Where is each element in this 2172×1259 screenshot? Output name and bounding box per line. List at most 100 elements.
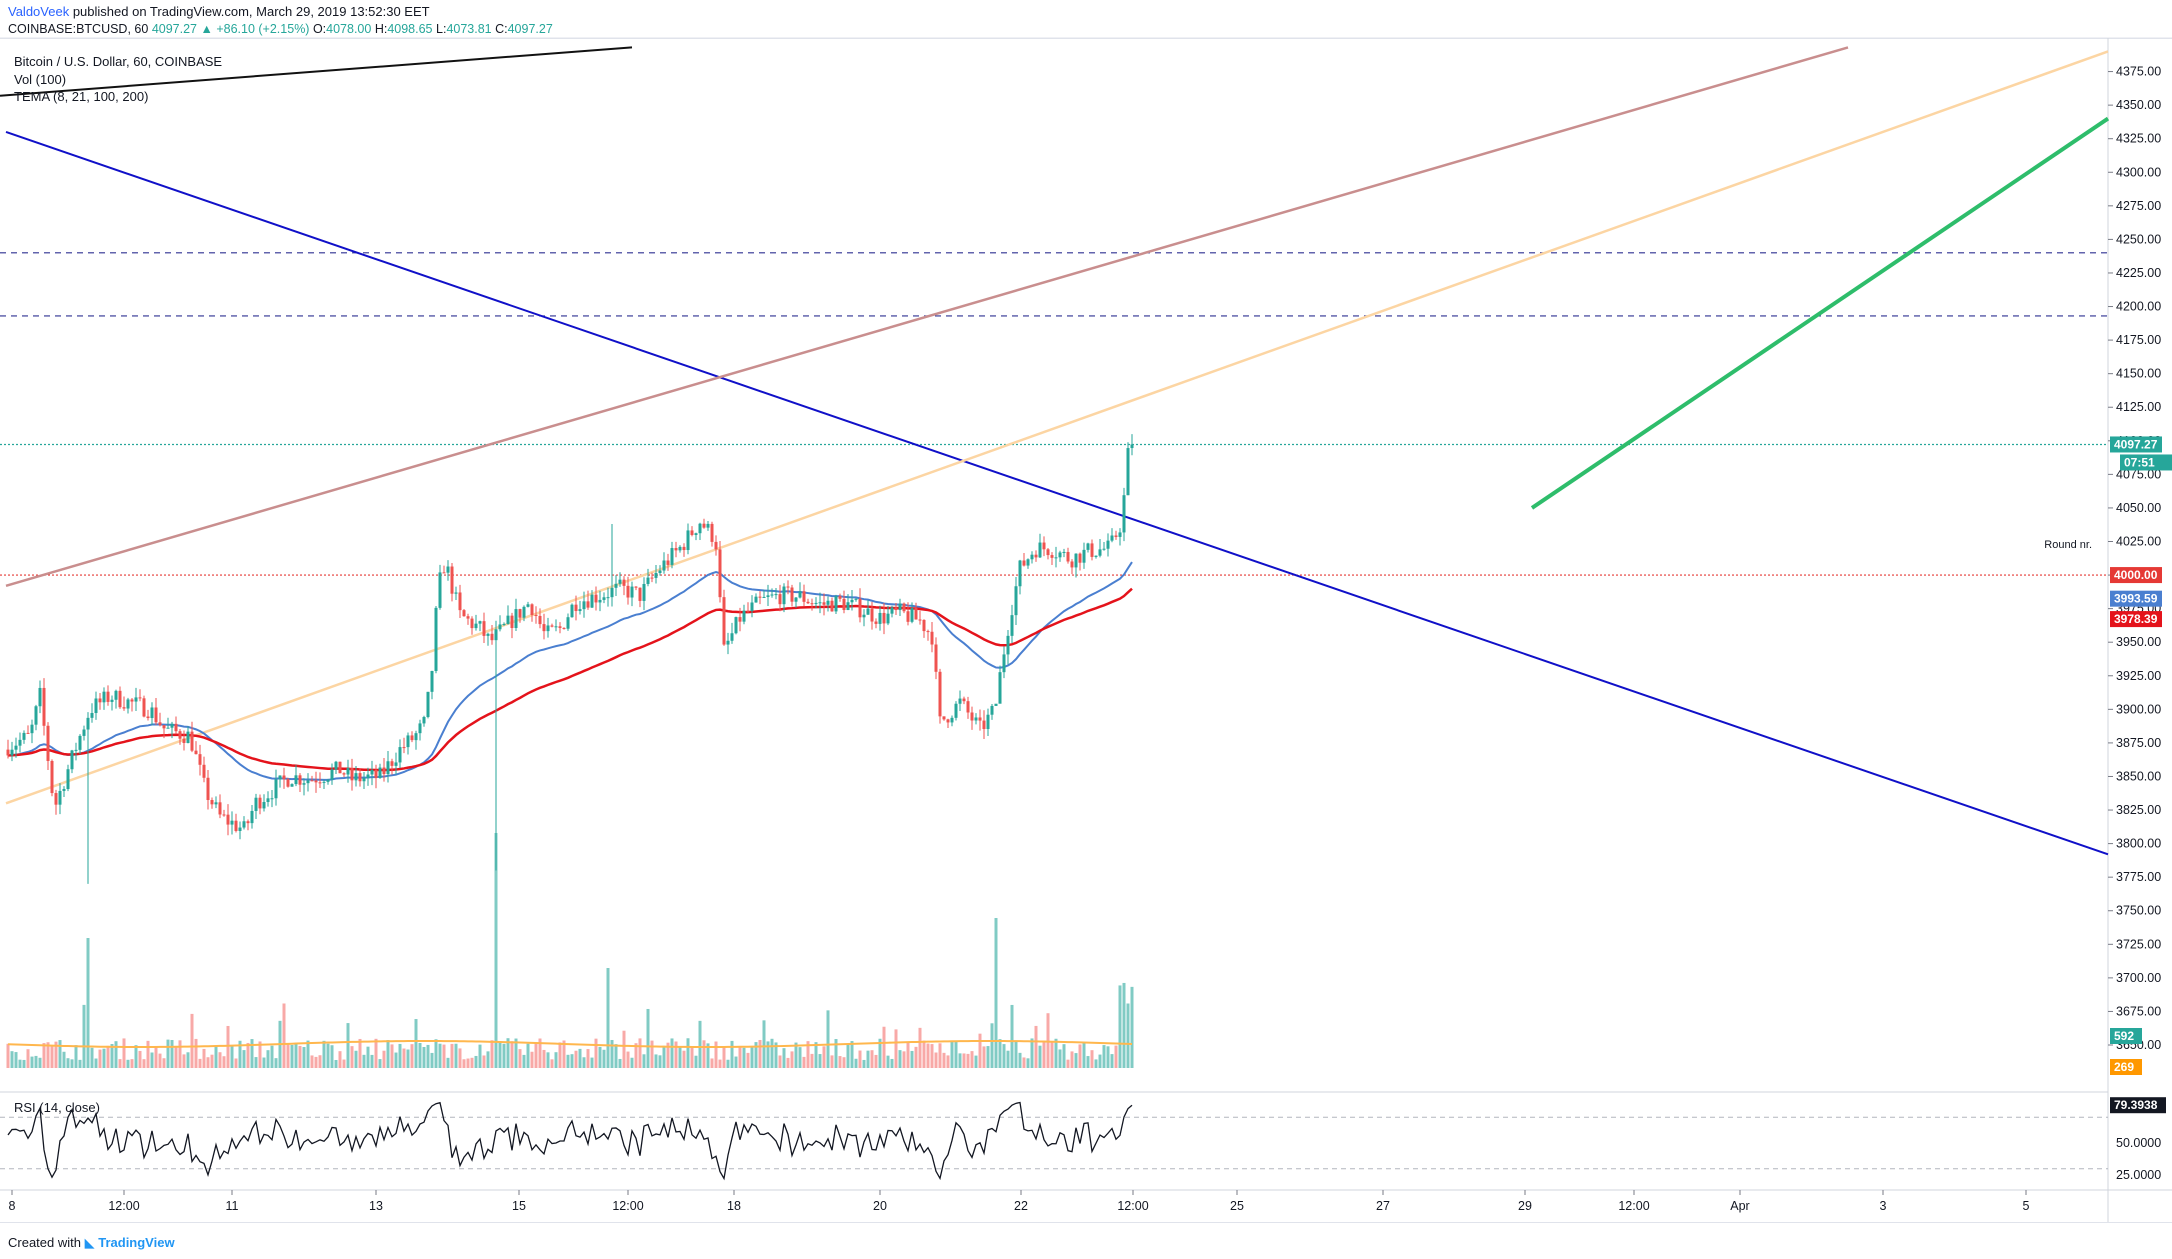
volume-bar: [514, 1038, 518, 1068]
low-label: L:: [436, 22, 447, 36]
published-text: published on TradingView.com, March 29, …: [72, 4, 430, 19]
candle-body: [102, 691, 106, 703]
candle-body: [126, 699, 130, 709]
volume-bar: [334, 1059, 338, 1068]
volume-bar: [294, 1044, 298, 1068]
time-axis[interactable]: 8 12:00 11 13 15 12:00 18 20 22 12:00 25 27 29 12:00 A…: [9, 1190, 2030, 1213]
level-lines: [0, 252, 2108, 576]
volume-bar: [618, 1058, 622, 1068]
legend-tema: TEMA (8, 21, 100, 200): [14, 89, 148, 104]
candle-body: [162, 725, 166, 729]
candle-body: [66, 769, 70, 790]
volume-bar: [426, 1044, 430, 1068]
volume-bar: [502, 1043, 506, 1068]
tradingview-logo-icon: ◣: [84, 1235, 95, 1250]
candle-body: [462, 610, 466, 617]
volume-bar: [994, 918, 998, 1068]
volume-bar: [250, 1039, 254, 1068]
tradingview-brand[interactable]: TradingView: [98, 1235, 175, 1250]
volume-bar: [146, 1040, 150, 1068]
volume-bar: [754, 1042, 758, 1068]
candle-body: [614, 583, 618, 588]
candle-body: [318, 782, 322, 784]
volume-bar: [818, 1054, 822, 1068]
volume-bar: [930, 1044, 934, 1068]
candle-body: [94, 698, 98, 714]
volume-bar: [434, 1039, 438, 1068]
candle-body: [954, 703, 958, 718]
volume-bar: [342, 1059, 346, 1068]
price-tag: [2110, 436, 2162, 453]
candle-body: [1046, 549, 1050, 556]
candle-body: [782, 586, 786, 605]
candle-body: [678, 546, 682, 551]
candle-body: [278, 775, 282, 780]
volume-bar: [738, 1046, 742, 1068]
candle-body: [366, 774, 370, 779]
candle-body: [710, 523, 714, 542]
volume-bar: [874, 1054, 878, 1068]
candle-body: [114, 690, 118, 700]
volume-bar: [534, 1042, 538, 1068]
volume-bar: [542, 1049, 546, 1068]
candle-body: [598, 599, 602, 603]
author-link[interactable]: ValdoVeek: [8, 4, 70, 19]
tema-blue-line: [7, 561, 1133, 781]
candle-body: [18, 739, 22, 746]
created-with-text: Created with: [8, 1235, 81, 1250]
candle-body: [422, 717, 426, 724]
candle-body: [26, 732, 30, 734]
volume-bar: [1130, 986, 1134, 1068]
candle-body: [758, 596, 762, 598]
volume-bar: [710, 1058, 714, 1068]
volume-bar: [6, 1043, 10, 1068]
candle-body: [502, 623, 506, 625]
candle-body: [286, 779, 290, 787]
candle-body: [142, 698, 146, 717]
volume-bar: [198, 1058, 202, 1068]
price-axis-label: 4375.00: [2116, 65, 2161, 79]
price-axis[interactable]: 4375.00 4350.00 4325.00 4300.00 4275.00 4250.…: [2108, 65, 2161, 1052]
volume-bar: [394, 1052, 398, 1068]
volume-bar: [882, 1026, 886, 1068]
volume-bar: [702, 1040, 706, 1068]
volume-bar: [942, 1052, 946, 1068]
volume-bar: [558, 1042, 562, 1068]
candle-body: [670, 548, 674, 565]
price-axis-label: 3725.00: [2116, 937, 2161, 951]
candle-body: [494, 629, 498, 641]
candle-body: [626, 585, 630, 598]
candle-body: [210, 800, 214, 805]
candle-body: [434, 607, 438, 671]
volume-bar: [358, 1038, 362, 1068]
candle-body: [1002, 654, 1006, 673]
volume-bar: [10, 1051, 14, 1068]
candle-body: [850, 599, 854, 603]
volume-bar: [590, 1057, 594, 1068]
volume-bar: [262, 1057, 266, 1068]
volume-bar: [878, 1038, 882, 1068]
volume-bar: [270, 1045, 274, 1068]
volume-bar: [382, 1050, 386, 1068]
volume-bar: [766, 1041, 770, 1068]
candle-body: [438, 572, 442, 608]
candle-body: [902, 603, 906, 612]
volume-bar: [78, 1059, 82, 1068]
candle-body: [562, 627, 566, 629]
volume-bar: [978, 1033, 982, 1068]
candle-body: [546, 625, 550, 632]
candle-body: [842, 598, 846, 611]
candle-body: [194, 750, 198, 755]
legend-volume: Vol (100): [14, 72, 66, 87]
volume-bar: [102, 1048, 106, 1068]
volume-bar: [1058, 1049, 1062, 1068]
volume-bar: [634, 1043, 638, 1068]
low-value: 4073.81: [446, 22, 492, 36]
candle-body: [474, 623, 478, 629]
rsi-layer: [0, 1101, 2108, 1181]
volume-bar: [862, 1059, 866, 1068]
volume-bar: [750, 1047, 754, 1068]
candle-body: [1038, 542, 1042, 558]
volume-bar: [966, 1053, 970, 1068]
